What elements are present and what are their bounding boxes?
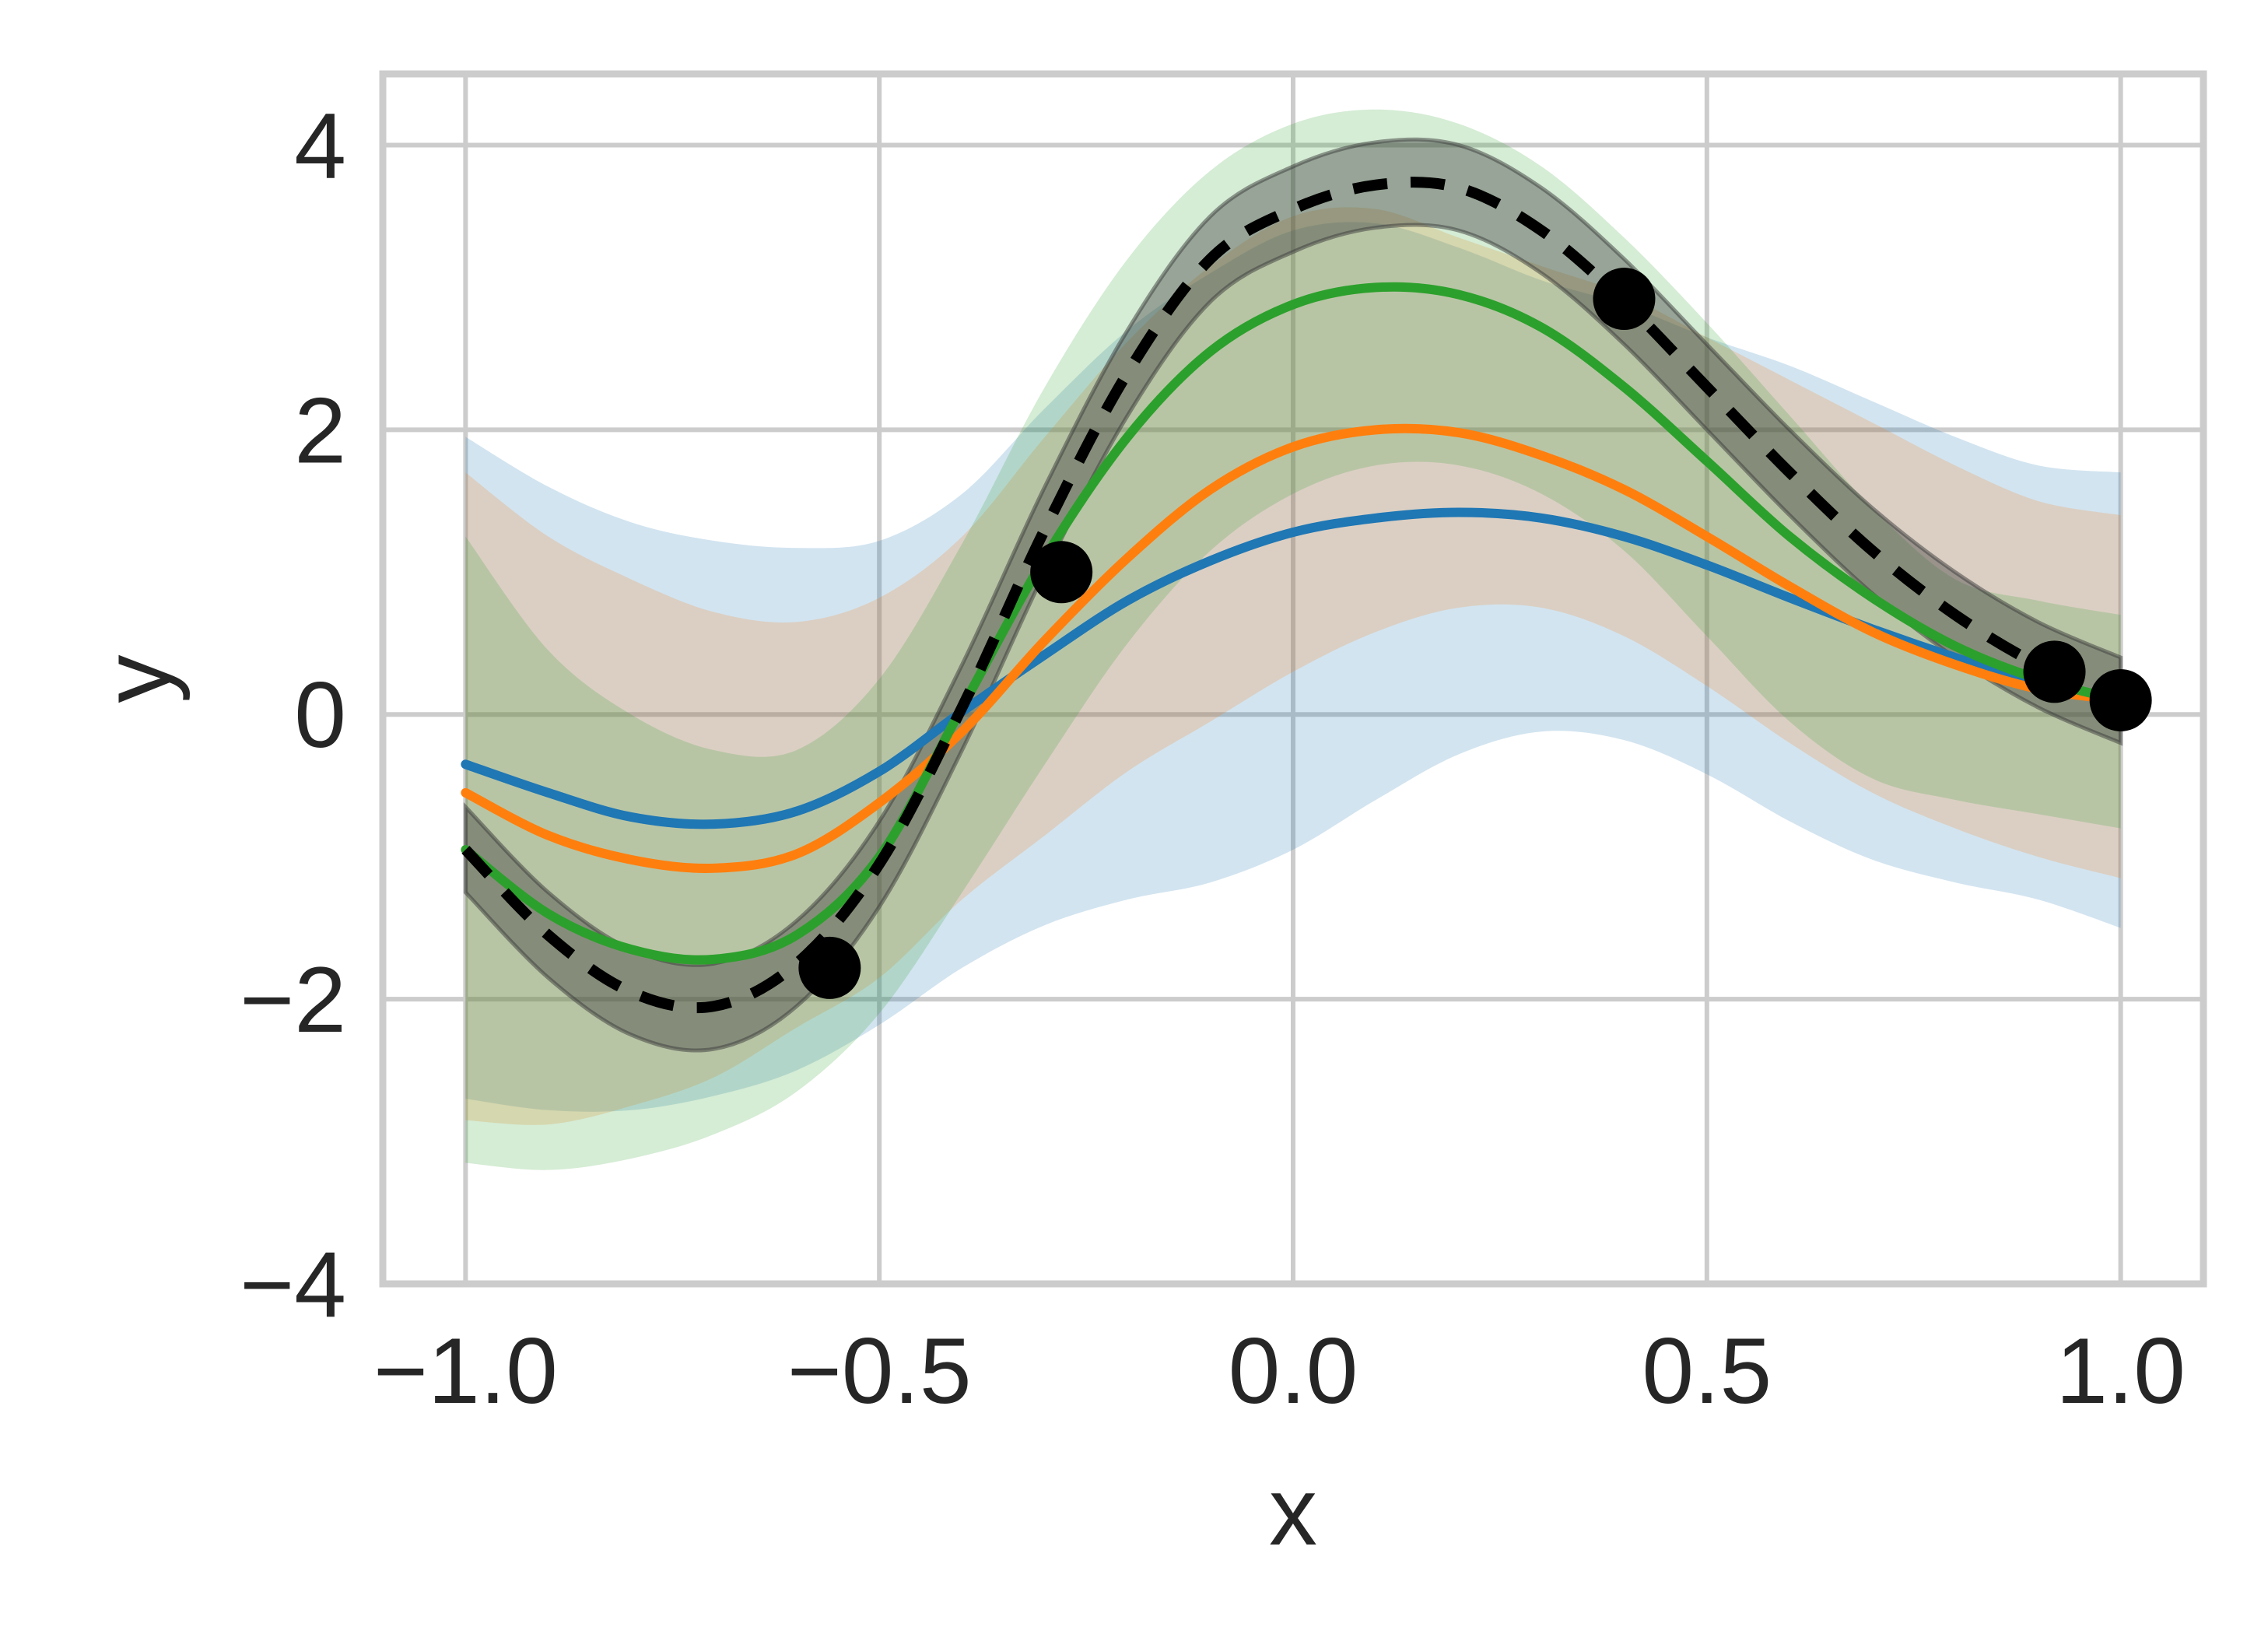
y-tick-label-0: −4 — [240, 1233, 346, 1337]
observation-point-2 — [1593, 268, 1656, 331]
observation-point-1 — [1030, 541, 1093, 604]
confidence-bands — [463, 109, 2123, 1170]
series-line-3 — [461, 282, 2126, 965]
y-tick-label-4: 4 — [294, 93, 346, 198]
y-tick-label-1: −2 — [240, 948, 346, 1052]
observation-point-4 — [2089, 668, 2152, 731]
dashed-mean-line0 — [461, 177, 2123, 1014]
series-line-2 — [461, 423, 2126, 873]
observation-point-3 — [2023, 640, 2086, 703]
y-axis-label: y — [83, 655, 191, 703]
observation-points — [798, 268, 2152, 999]
x-tick-label-4: 1.0 — [2056, 1319, 2186, 1423]
x-tick-label-1: −0.5 — [787, 1319, 972, 1423]
confidence-band-2 — [465, 207, 2121, 1125]
observation-point-0 — [798, 936, 861, 999]
x-tick-label-2: 0.0 — [1229, 1319, 1358, 1423]
x-axis-label: x — [1269, 1458, 1317, 1566]
x-tick-label-3: 0.5 — [1642, 1319, 1772, 1423]
y-tick-label-2: 0 — [294, 663, 346, 767]
series-lines — [461, 177, 2126, 1014]
x-tick-labels: −1.0 −0.5 0.0 0.5 1.0 — [373, 1319, 2186, 1423]
confidence-band-1 — [465, 222, 2121, 1112]
y-tick-labels: −4 −2 0 2 4 — [240, 93, 346, 1337]
plot-frame — [379, 70, 2207, 1288]
confidence-band-0 — [463, 137, 2123, 1053]
x-tick-label-0: −1.0 — [373, 1319, 558, 1423]
y-tick-label-3: 2 — [294, 378, 346, 482]
